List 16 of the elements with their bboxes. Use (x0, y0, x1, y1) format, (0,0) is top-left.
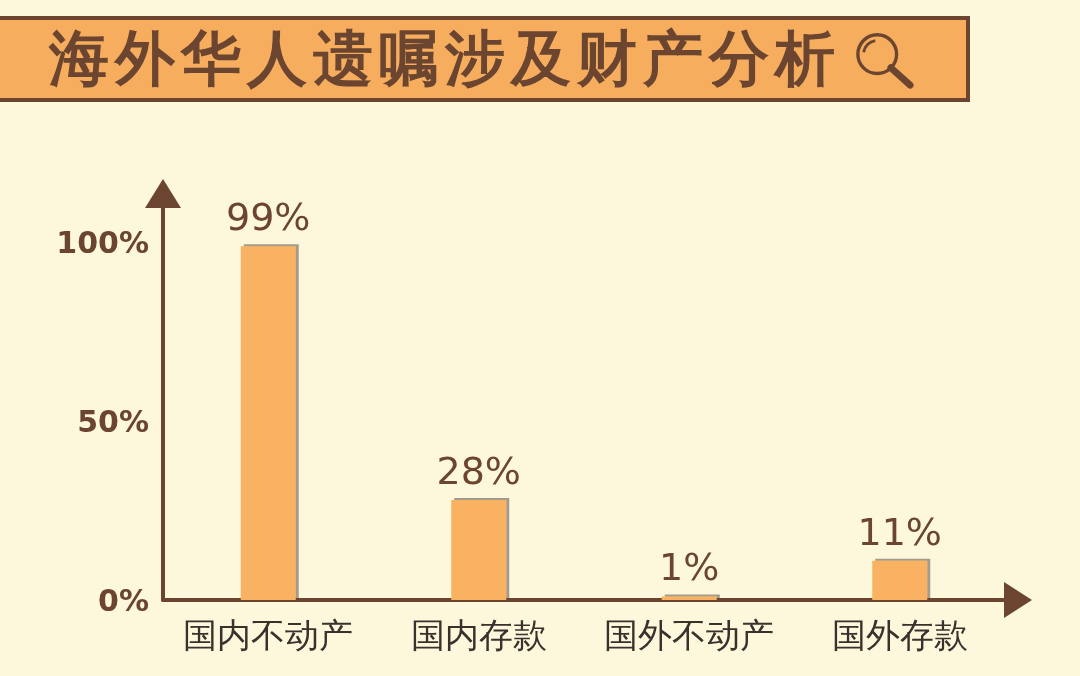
x-tick-label: 国外存款 (831, 615, 968, 655)
x-tick-label: 国外不动产 (604, 615, 775, 655)
data-label: 1% (659, 545, 720, 590)
data-label: 28% (436, 448, 521, 493)
bar (451, 499, 507, 600)
y-tick-label: 100% (56, 225, 149, 261)
bar (872, 560, 928, 600)
data-label: 99% (226, 195, 311, 240)
chart-title: 海外华人遗嘱涉及财产分析 (49, 21, 841, 95)
x-tick-label: 国内不动产 (183, 615, 354, 655)
data-label: 11% (857, 509, 942, 554)
bar (661, 596, 717, 600)
bar (240, 246, 296, 600)
x-tick-label: 国内存款 (410, 615, 547, 655)
y-tick-label: 50% (77, 403, 149, 439)
y-tick-label: 0% (98, 582, 149, 618)
